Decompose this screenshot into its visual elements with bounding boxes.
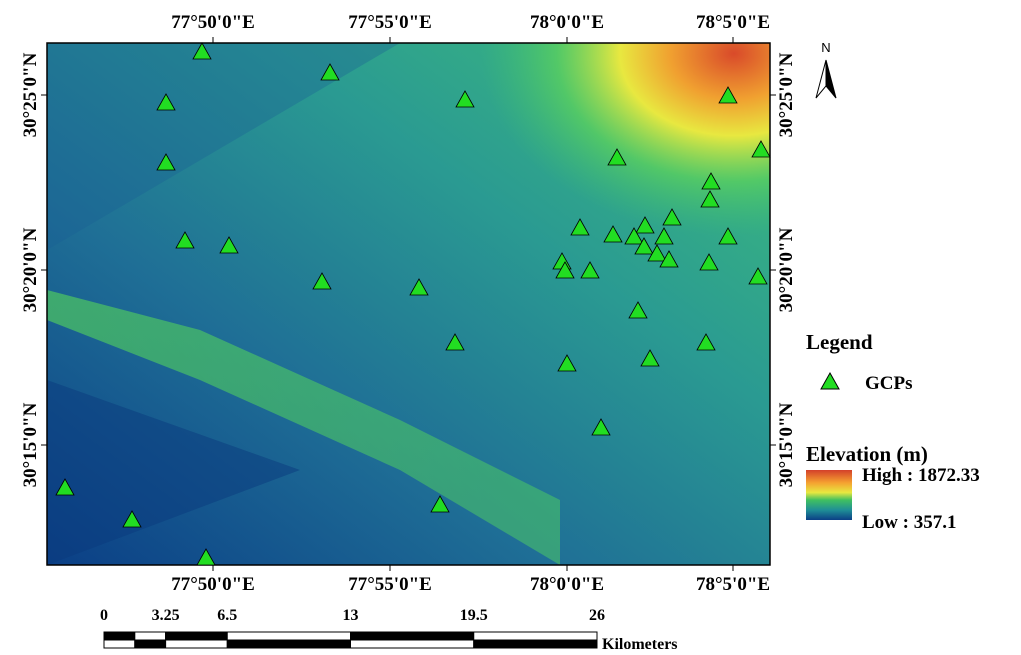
latitude-label-right: 30°25'0"N: [776, 52, 797, 137]
gcp: [196, 548, 216, 566]
gcp: [607, 148, 627, 166]
north-label: N: [821, 40, 830, 55]
longitude-label-bottom: 77°50'0"E: [171, 574, 255, 595]
gcp: [624, 227, 644, 245]
elevation-high: High : 1872.33: [862, 465, 980, 486]
gcp: [156, 93, 176, 111]
latitude-label-right: 30°20'0"N: [776, 227, 797, 312]
scale-segment: [165, 639, 228, 649]
longitude-label-top: 78°5'0"E: [696, 12, 770, 33]
gcp: [312, 272, 332, 290]
gcp: [699, 253, 719, 271]
gcp: [647, 244, 667, 262]
latitude-label-left: 30°25'0"N: [20, 52, 41, 137]
gcp: [409, 278, 429, 296]
gcp-points: [55, 42, 771, 566]
gcp: [445, 333, 465, 351]
scale-segment: [350, 639, 475, 649]
longitude-label-bottom: 77°55'0"E: [348, 574, 432, 595]
scale-segment: [134, 631, 167, 641]
scale-label: 6.5: [217, 607, 237, 624]
gcp: [751, 140, 771, 158]
gcp: [555, 261, 575, 279]
latitude-label-left: 30°15'0"N: [20, 402, 41, 487]
gcp: [175, 231, 195, 249]
gcp: [659, 250, 679, 268]
scale-segment: [350, 631, 475, 641]
scale-segment: [165, 631, 228, 641]
gcp: [570, 218, 590, 236]
gcp: [122, 510, 142, 528]
gcp: [156, 153, 176, 171]
longitude-label-top: 78°0'0"E: [530, 12, 604, 33]
scale-unit: Kilometers: [602, 636, 678, 653]
legend-gcp-label: GCPs: [865, 373, 913, 394]
elevation-title: Elevation (m): [806, 442, 928, 466]
gcp: [662, 208, 682, 226]
elevation-colorbar: [806, 470, 852, 520]
gcp: [700, 190, 720, 208]
gcp: [654, 227, 674, 245]
scale-label: 26: [589, 607, 605, 624]
gcp: [696, 333, 716, 351]
gcp: [635, 216, 655, 234]
longitude-label-bottom: 78°0'0"E: [530, 574, 604, 595]
scale-segment: [226, 639, 351, 649]
scale-label: 19.5: [460, 607, 488, 624]
scale-segment: [226, 631, 351, 641]
elevation-low: Low : 357.1: [862, 512, 956, 533]
scale-segment: [103, 631, 136, 641]
gcp: [557, 354, 577, 372]
map-frame: [46, 42, 771, 566]
gcp: [430, 495, 450, 513]
longitude-label-bottom: 78°5'0"E: [696, 574, 770, 595]
gcp: [320, 63, 340, 81]
scale-label: 3.25: [152, 607, 180, 624]
scale-segment: [473, 631, 598, 641]
scale-segment: [103, 639, 136, 649]
longitude-label-top: 77°55'0"E: [348, 12, 432, 33]
scale-label: 0: [100, 607, 108, 624]
gcp: [628, 301, 648, 319]
latitude-label-right: 30°15'0"N: [776, 402, 797, 487]
scale-label: 13: [343, 607, 359, 624]
scale-segment: [134, 639, 167, 649]
gcp: [718, 227, 738, 245]
gcp: [455, 90, 475, 108]
gcp: [603, 225, 623, 243]
longitude-label-top: 77°50'0"E: [171, 12, 255, 33]
gcp: [580, 261, 600, 279]
gcp: [219, 236, 239, 254]
scale-bar: 0 3.25 6.5 13 19.5 26 Kilometers: [100, 607, 678, 653]
gcp: [55, 478, 75, 496]
gcp: [748, 267, 768, 285]
elevation-raster: [47, 43, 770, 565]
gcp: [701, 172, 721, 190]
gcp: [640, 349, 660, 367]
gcp: [591, 418, 611, 436]
latitude-label-left: 30°20'0"N: [20, 227, 41, 312]
legend-title: Legend: [806, 330, 873, 354]
gcp: [192, 42, 212, 60]
north-arrow: N: [815, 40, 837, 99]
gcp: [634, 237, 654, 255]
legend-gcp-symbol: [820, 371, 840, 390]
gcp: [718, 86, 738, 104]
scale-segment: [473, 639, 598, 649]
